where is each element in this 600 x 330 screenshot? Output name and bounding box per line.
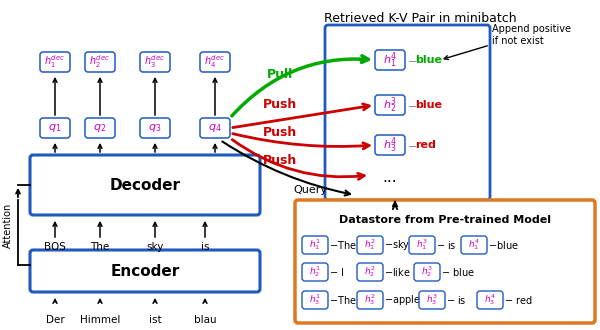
- FancyBboxPatch shape: [302, 291, 328, 309]
- FancyBboxPatch shape: [302, 236, 328, 254]
- Text: Append positive
if not exist: Append positive if not exist: [492, 24, 571, 46]
- Text: $-$: $-$: [407, 140, 417, 150]
- FancyBboxPatch shape: [357, 291, 383, 309]
- Text: Query: Query: [293, 185, 327, 195]
- Text: $h_1^1$: $h_1^1$: [309, 238, 321, 252]
- Text: $-$apple: $-$apple: [384, 293, 421, 307]
- FancyBboxPatch shape: [419, 291, 445, 309]
- Text: $q_4$: $q_4$: [208, 122, 222, 134]
- Text: $h_3^3$: $h_3^3$: [426, 292, 438, 308]
- FancyBboxPatch shape: [357, 263, 383, 281]
- FancyBboxPatch shape: [302, 263, 328, 281]
- FancyBboxPatch shape: [30, 250, 260, 292]
- FancyBboxPatch shape: [375, 50, 405, 70]
- Text: $h_1^4$: $h_1^4$: [383, 50, 397, 70]
- Text: $h_3^2$: $h_3^2$: [364, 292, 376, 308]
- Text: $h_2^2$: $h_2^2$: [364, 265, 376, 280]
- FancyBboxPatch shape: [409, 236, 435, 254]
- Text: $q_1$: $q_1$: [49, 122, 62, 134]
- Text: Attention: Attention: [3, 202, 13, 248]
- FancyBboxPatch shape: [375, 95, 405, 115]
- Text: $h_1^4$: $h_1^4$: [468, 238, 480, 252]
- Text: Pull: Pull: [267, 69, 293, 82]
- Text: $h_4^{dec}$: $h_4^{dec}$: [205, 53, 226, 70]
- Text: $-$The: $-$The: [329, 239, 357, 251]
- Text: $h_2^1$: $h_2^1$: [309, 265, 321, 280]
- FancyBboxPatch shape: [200, 52, 230, 72]
- FancyBboxPatch shape: [40, 52, 70, 72]
- Text: $-$blue: $-$blue: [488, 239, 519, 251]
- Text: $q_2$: $q_2$: [94, 122, 107, 134]
- Text: Himmel: Himmel: [80, 315, 120, 325]
- Text: $h_1^{dec}$: $h_1^{dec}$: [44, 53, 65, 70]
- FancyBboxPatch shape: [295, 200, 595, 323]
- Text: Datastore from Pre-trained Model: Datastore from Pre-trained Model: [339, 215, 551, 225]
- Text: BOS: BOS: [44, 242, 66, 252]
- Text: $h_2^3$: $h_2^3$: [383, 95, 397, 115]
- Text: ...: ...: [383, 171, 397, 185]
- Text: $-$: $-$: [407, 55, 417, 65]
- Text: blue: blue: [415, 55, 442, 65]
- Text: $h_1^3$: $h_1^3$: [416, 238, 428, 252]
- Text: $-$ I: $-$ I: [329, 266, 344, 278]
- FancyBboxPatch shape: [375, 135, 405, 155]
- Text: sky: sky: [146, 242, 164, 252]
- Text: ist: ist: [149, 315, 161, 325]
- FancyBboxPatch shape: [140, 52, 170, 72]
- FancyBboxPatch shape: [40, 118, 70, 138]
- FancyBboxPatch shape: [30, 155, 260, 215]
- FancyBboxPatch shape: [140, 118, 170, 138]
- Text: blue: blue: [415, 100, 442, 110]
- FancyBboxPatch shape: [200, 118, 230, 138]
- Text: $h_3^4$: $h_3^4$: [484, 292, 496, 308]
- FancyBboxPatch shape: [325, 25, 490, 200]
- Text: $h_3^4$: $h_3^4$: [383, 135, 397, 155]
- FancyBboxPatch shape: [85, 52, 115, 72]
- Text: $-$: $-$: [407, 100, 417, 110]
- Text: Decoder: Decoder: [110, 178, 181, 192]
- Text: Push: Push: [263, 153, 297, 167]
- Text: Encoder: Encoder: [110, 263, 179, 279]
- Text: red: red: [415, 140, 436, 150]
- Text: Der: Der: [46, 315, 64, 325]
- Text: $h_1^2$: $h_1^2$: [364, 238, 376, 252]
- FancyBboxPatch shape: [477, 291, 503, 309]
- Text: $-$ is: $-$ is: [436, 239, 457, 251]
- FancyBboxPatch shape: [461, 236, 487, 254]
- Text: Retrieved K-V Pair in minibatch: Retrieved K-V Pair in minibatch: [323, 12, 517, 25]
- Text: $-$like: $-$like: [384, 266, 411, 278]
- FancyBboxPatch shape: [414, 263, 440, 281]
- FancyBboxPatch shape: [85, 118, 115, 138]
- Text: blau: blau: [194, 315, 217, 325]
- Text: $-$ is: $-$ is: [446, 294, 467, 306]
- Text: $h_2^{dec}$: $h_2^{dec}$: [89, 53, 110, 70]
- Text: $h_3^{dec}$: $h_3^{dec}$: [145, 53, 166, 70]
- Text: $-$The: $-$The: [329, 294, 357, 306]
- Text: Push: Push: [263, 98, 297, 112]
- Text: is: is: [201, 242, 209, 252]
- Text: $h_2^3$: $h_2^3$: [421, 265, 433, 280]
- Text: $-$sky: $-$sky: [384, 238, 410, 252]
- Text: $h_3^1$: $h_3^1$: [309, 292, 321, 308]
- Text: Push: Push: [263, 125, 297, 139]
- Text: $-$ blue: $-$ blue: [441, 266, 475, 278]
- Text: $-$ red: $-$ red: [504, 294, 533, 306]
- Text: $q_3$: $q_3$: [148, 122, 161, 134]
- Text: The: The: [91, 242, 110, 252]
- FancyBboxPatch shape: [357, 236, 383, 254]
